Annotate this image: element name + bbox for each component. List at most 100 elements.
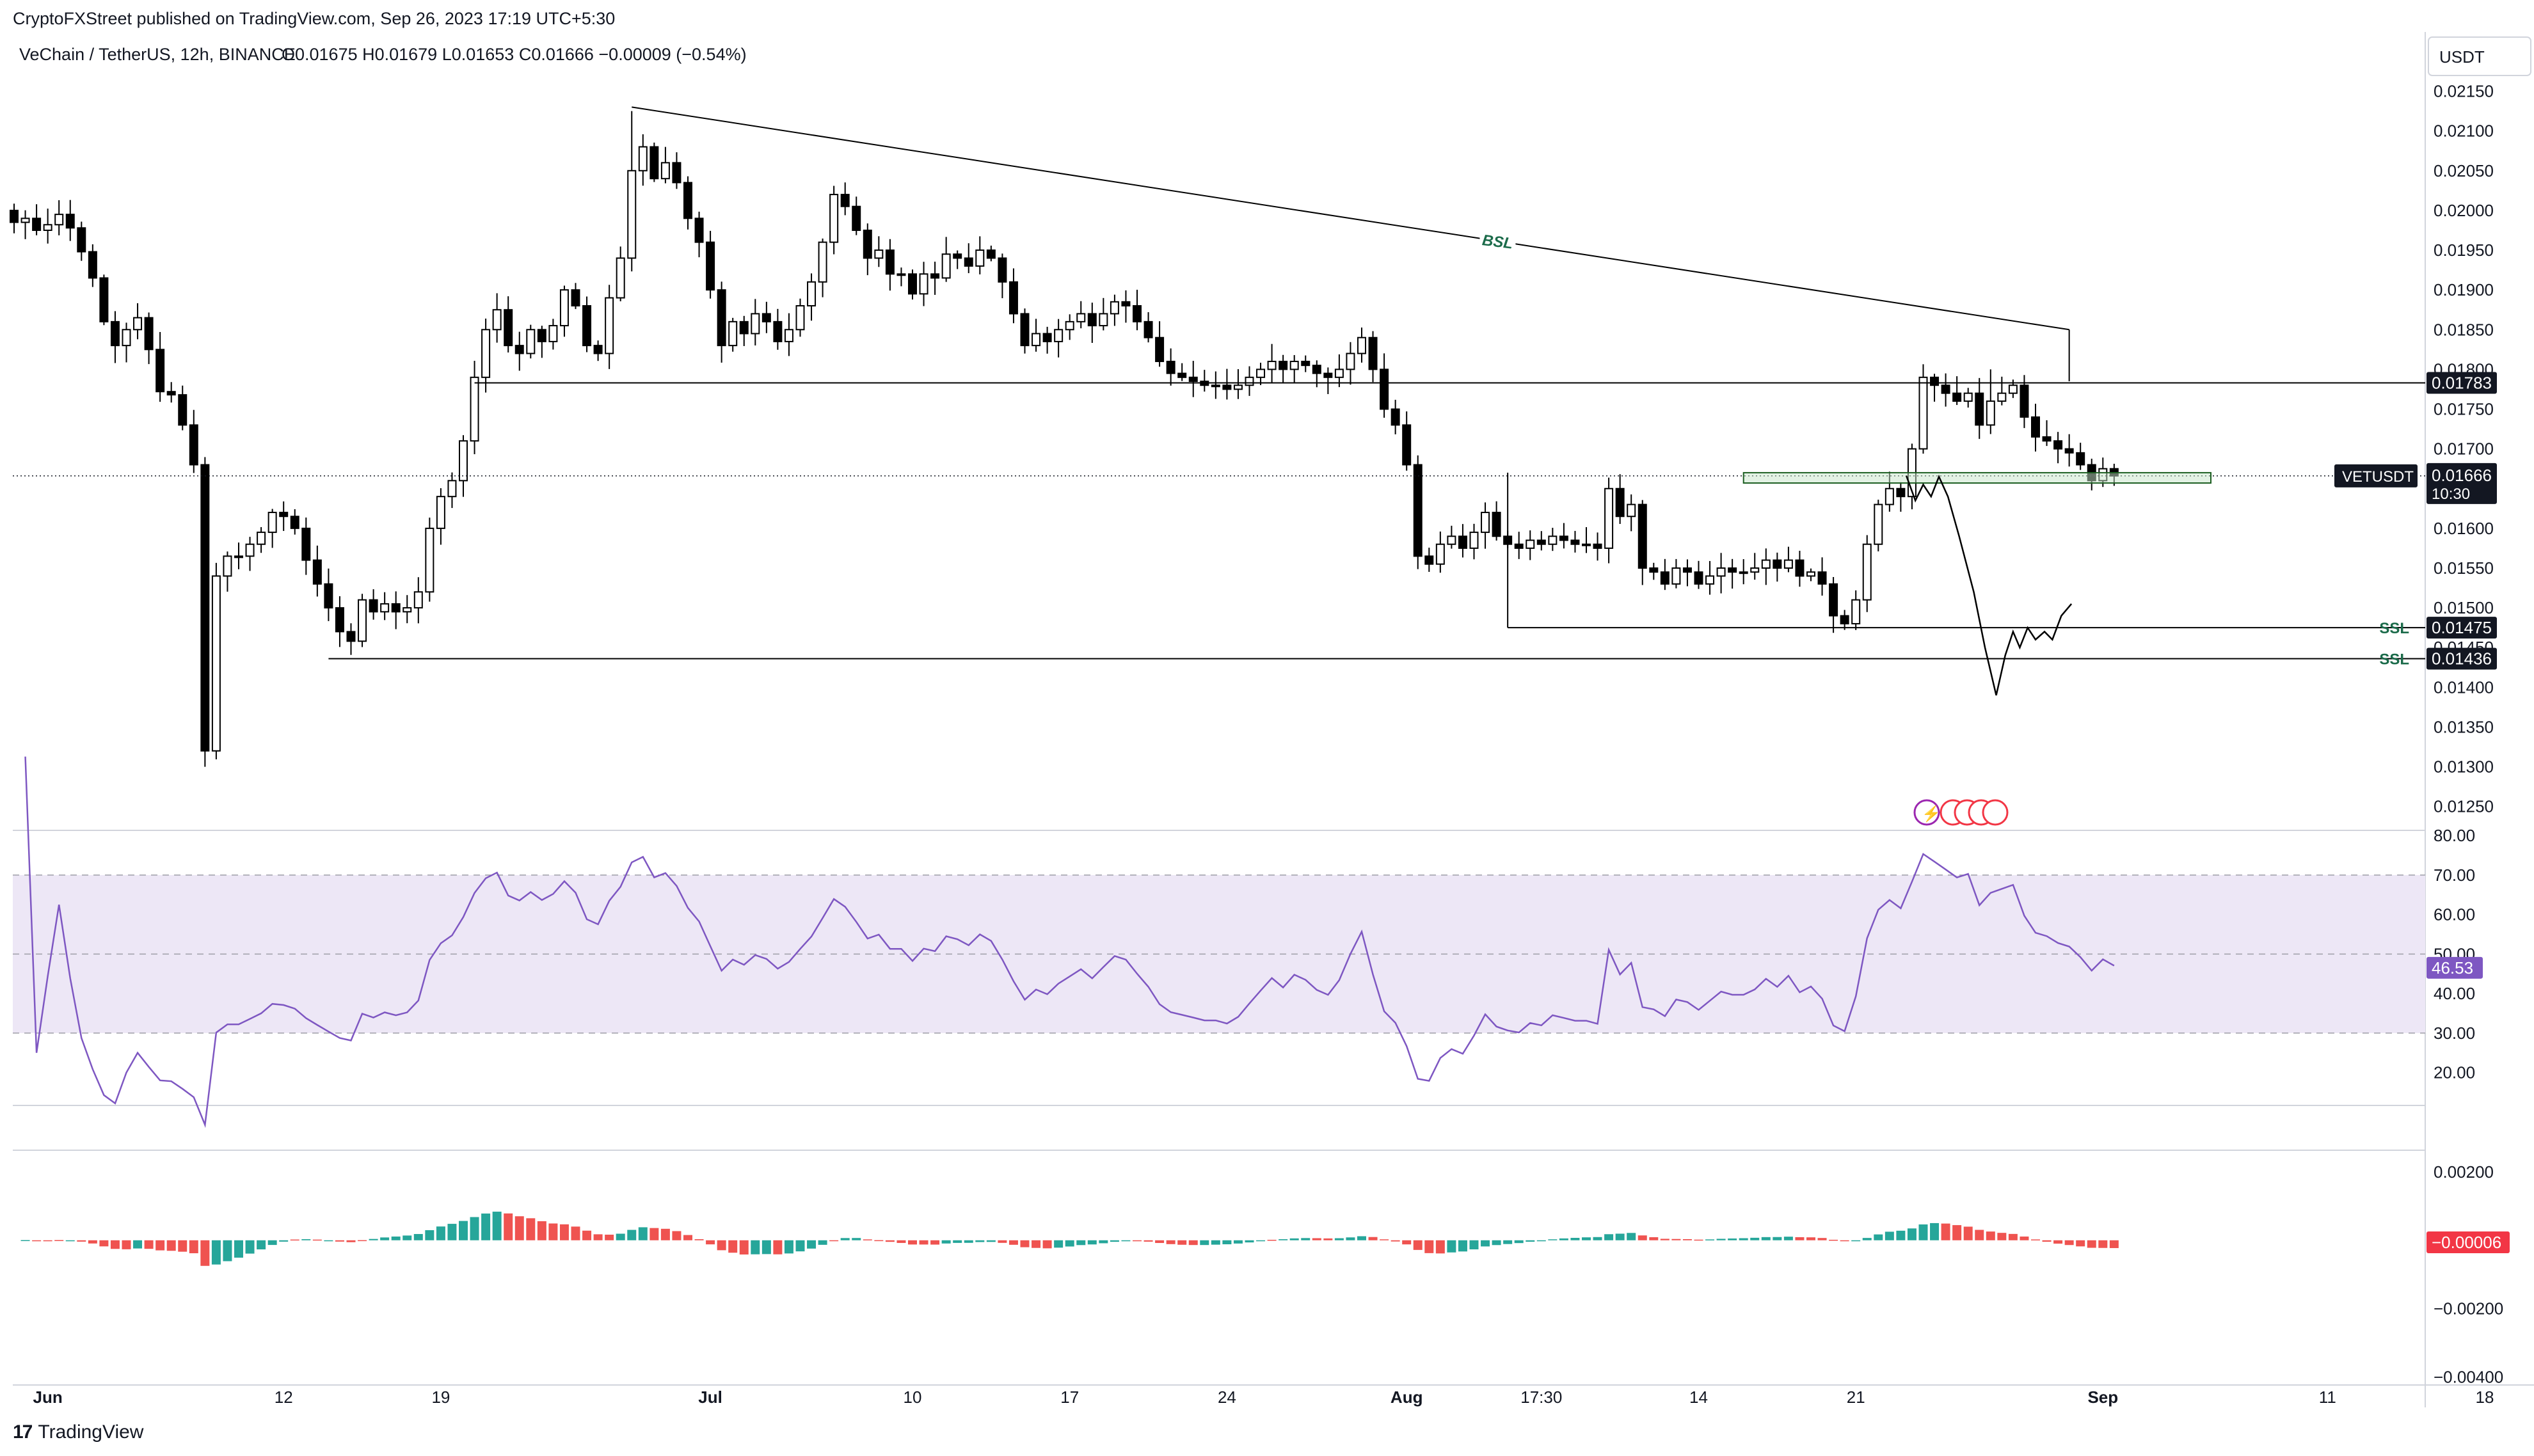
candle-body[interactable]	[1773, 559, 1782, 569]
candle-body[interactable]	[1997, 392, 2007, 402]
candle-body[interactable]	[358, 599, 367, 642]
candle-body[interactable]	[346, 631, 356, 642]
candle-body[interactable]	[1289, 360, 1299, 370]
candle-body[interactable]	[335, 607, 344, 633]
candle-body[interactable]	[245, 543, 255, 557]
candle-body[interactable]	[234, 555, 243, 558]
candle-body[interactable]	[1447, 535, 1456, 545]
candle-body[interactable]	[144, 317, 154, 351]
candle-body[interactable]	[1817, 571, 1827, 585]
price-pane[interactable]: BSL SSL SSL	[10, 106, 2425, 767]
candle-body[interactable]	[1728, 567, 1737, 573]
candle-body[interactable]	[88, 251, 97, 279]
candle-body[interactable]	[324, 583, 333, 609]
candle-body[interactable]	[1155, 336, 1165, 362]
candle-body[interactable]	[548, 325, 558, 342]
candle-body[interactable]	[761, 313, 771, 322]
candle-body[interactable]	[1458, 535, 1467, 549]
candle-body[interactable]	[852, 205, 861, 231]
candle-body[interactable]	[1110, 301, 1119, 315]
candle-body[interactable]	[1042, 333, 1052, 342]
candle-body[interactable]	[1649, 567, 1659, 573]
candle-body[interactable]	[660, 162, 670, 180]
candle-body[interactable]	[481, 329, 491, 378]
candle-body[interactable]	[1301, 360, 1311, 367]
candle-body[interactable]	[1065, 320, 1074, 331]
candle-body[interactable]	[459, 440, 468, 482]
candle-body[interactable]	[1615, 487, 1625, 518]
candle-body[interactable]	[2064, 448, 2074, 454]
candle-body[interactable]	[2053, 440, 2063, 450]
trendline[interactable]	[632, 106, 2069, 331]
candle-body[interactable]	[425, 527, 434, 593]
candle-body[interactable]	[896, 273, 906, 276]
candle-body[interactable]	[526, 329, 536, 354]
candle-body[interactable]	[1918, 376, 1928, 450]
candle-body[interactable]	[1840, 615, 1849, 624]
candle-body[interactable]	[1312, 365, 1321, 374]
candle-body[interactable]	[649, 146, 659, 180]
candle-body[interactable]	[1323, 372, 1333, 378]
candle-body[interactable]	[1121, 301, 1131, 306]
candle-body[interactable]	[975, 249, 985, 267]
candle-body[interactable]	[54, 214, 64, 226]
candle-body[interactable]	[593, 345, 603, 354]
rsi-line[interactable]	[24, 756, 2115, 1128]
candle-body[interactable]	[1896, 487, 1906, 498]
candle-body[interactable]	[998, 257, 1007, 283]
candle-body[interactable]	[1862, 543, 1872, 601]
candle-body[interactable]	[1222, 384, 1232, 390]
candle-body[interactable]	[514, 345, 524, 354]
candle-body[interactable]	[1761, 559, 1771, 569]
candle-body[interactable]	[941, 253, 951, 279]
candle-body[interactable]	[1716, 567, 1726, 577]
candle-body[interactable]	[2020, 384, 2029, 418]
candle-body[interactable]	[43, 224, 52, 231]
candle-body[interactable]	[1256, 368, 1266, 378]
candle-body[interactable]	[807, 281, 817, 306]
candle-body[interactable]	[312, 559, 322, 585]
candle-body[interactable]	[257, 532, 266, 545]
symbol-info[interactable]: VeChain / TetherUS, 12h, BINANCE	[19, 45, 296, 64]
candle-body[interactable]	[1424, 555, 1434, 565]
candle-body[interactable]	[110, 320, 120, 347]
candle-body[interactable]	[795, 305, 805, 331]
candle-body[interactable]	[1346, 352, 1355, 370]
candle-body[interactable]	[1469, 532, 1479, 549]
candle-body[interactable]	[1279, 360, 1288, 370]
candle-body[interactable]	[1177, 372, 1187, 378]
candle-body[interactable]	[953, 253, 962, 259]
candle-body[interactable]	[1481, 512, 1490, 534]
rsi-pane[interactable]	[13, 756, 2425, 1128]
candle-body[interactable]	[885, 249, 895, 275]
candle-body[interactable]	[908, 273, 917, 295]
candle-body[interactable]	[1357, 336, 1366, 354]
us-flag-icon[interactable]	[1982, 799, 2009, 826]
candle-body[interactable]	[717, 289, 726, 347]
candle-body[interactable]	[1391, 408, 1400, 426]
candle-body[interactable]	[290, 516, 299, 529]
candle-body[interactable]	[402, 607, 412, 613]
candle-body[interactable]	[1133, 305, 1142, 322]
support-zone[interactable]	[1742, 471, 2211, 484]
candle-body[interactable]	[739, 320, 749, 335]
candle-body[interactable]	[1143, 320, 1153, 338]
candle-body[interactable]	[2076, 452, 2085, 466]
candle-body[interactable]	[122, 329, 131, 347]
candle-body[interactable]	[1559, 535, 1568, 541]
candle-body[interactable]	[706, 241, 715, 291]
candle-body[interactable]	[65, 214, 75, 229]
candle-body[interactable]	[672, 162, 681, 184]
candle-body[interactable]	[930, 273, 940, 279]
candle-body[interactable]	[582, 305, 592, 347]
projection-path[interactable]	[1906, 474, 2073, 696]
candle-body[interactable]	[1076, 313, 1086, 322]
event-icons[interactable]: ⚡	[1913, 799, 2009, 826]
candle-body[interactable]	[1986, 400, 1995, 426]
candle-body[interactable]	[301, 527, 311, 561]
tradingview-brand[interactable]: 17 TradingView	[13, 1421, 143, 1443]
candle-body[interactable]	[728, 320, 738, 347]
candle-body[interactable]	[1368, 336, 1378, 370]
candle-body[interactable]	[1783, 559, 1793, 569]
